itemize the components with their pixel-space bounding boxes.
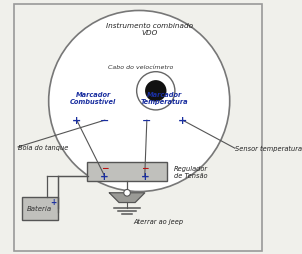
Text: Marcador
Temperatura: Marcador Temperatura [141, 91, 188, 104]
Polygon shape [109, 193, 145, 203]
Text: −: − [142, 116, 152, 126]
Text: Marcador
Combustível: Marcador Combustível [70, 91, 117, 104]
Text: Aterrar ao jeep: Aterrar ao jeep [133, 218, 184, 224]
FancyBboxPatch shape [22, 197, 58, 220]
Circle shape [124, 190, 130, 196]
Text: Boia do tanque: Boia do tanque [18, 144, 69, 150]
Text: Bateria: Bateria [27, 205, 52, 211]
Circle shape [137, 72, 175, 110]
Text: Instrumento combinado
VDO: Instrumento combinado VDO [106, 23, 193, 36]
Text: Sensor temperatura: Sensor temperatura [235, 146, 302, 152]
Text: −: − [101, 163, 108, 172]
Text: −: − [100, 116, 109, 126]
Text: +: + [50, 197, 56, 206]
Text: Cabo do velocímetro: Cabo do velocímetro [108, 65, 173, 70]
Text: +: + [100, 171, 109, 181]
FancyBboxPatch shape [87, 163, 167, 182]
FancyBboxPatch shape [14, 5, 262, 251]
Text: Regulador
de Tensão: Regulador de Tensão [174, 166, 208, 179]
Text: +: + [72, 116, 81, 126]
Text: −: − [141, 163, 149, 172]
Text: +: + [140, 171, 149, 181]
Circle shape [49, 11, 230, 192]
Text: +: + [178, 116, 187, 126]
Circle shape [145, 81, 166, 102]
